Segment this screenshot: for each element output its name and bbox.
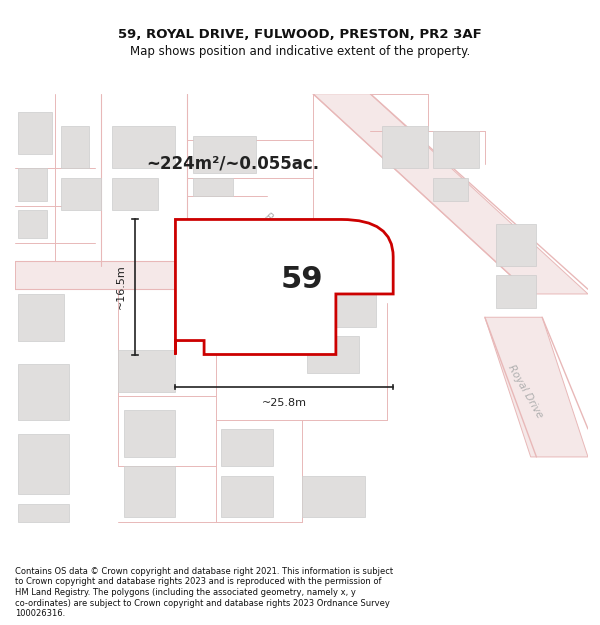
PathPatch shape [175, 219, 393, 354]
Bar [112, 126, 175, 168]
Text: Map shows position and indicative extent of the property.: Map shows position and indicative extent… [130, 45, 470, 58]
Bar [18, 434, 70, 494]
Bar [61, 126, 89, 168]
Bar [221, 257, 278, 318]
Text: Royal Drive: Royal Drive [263, 211, 317, 256]
Bar [18, 364, 70, 420]
Text: 59, ROYAL DRIVE, FULWOOD, PRESTON, PR2 3AF: 59, ROYAL DRIVE, FULWOOD, PRESTON, PR2 3… [118, 28, 482, 41]
Bar [307, 284, 376, 326]
Bar [118, 350, 175, 392]
Bar [302, 476, 365, 518]
Polygon shape [313, 94, 588, 294]
Bar [112, 177, 158, 210]
Polygon shape [485, 318, 588, 457]
Bar [193, 136, 256, 173]
Text: ~16.5m: ~16.5m [116, 264, 126, 309]
Bar [221, 429, 273, 466]
Bar [18, 112, 52, 154]
Bar [61, 177, 101, 210]
Bar [124, 411, 175, 457]
Text: HM Land Registry. The polygons (including the associated geometry, namely x, y: HM Land Registry. The polygons (includin… [15, 588, 356, 597]
Bar [496, 276, 536, 308]
Bar [18, 504, 70, 522]
Bar [18, 294, 64, 341]
Bar [18, 210, 47, 238]
Text: Contains OS data © Crown copyright and database right 2021. This information is : Contains OS data © Crown copyright and d… [15, 567, 393, 576]
Text: ~25.8m: ~25.8m [262, 398, 307, 408]
Bar [221, 476, 273, 518]
Bar [433, 131, 479, 168]
Text: 59: 59 [280, 266, 323, 294]
Bar [124, 466, 175, 518]
Bar [18, 168, 47, 201]
Bar [382, 126, 428, 168]
Polygon shape [15, 261, 330, 289]
Bar [496, 224, 536, 266]
Bar [433, 177, 467, 201]
Text: co-ordinates) are subject to Crown copyright and database rights 2023 Ordnance S: co-ordinates) are subject to Crown copyr… [15, 599, 390, 608]
Text: ~224m²/~0.055ac.: ~224m²/~0.055ac. [146, 154, 319, 173]
Bar [193, 177, 233, 196]
Text: 100026316.: 100026316. [15, 609, 65, 618]
Text: to Crown copyright and database rights 2023 and is reproduced with the permissio: to Crown copyright and database rights 2… [15, 578, 382, 586]
Bar [307, 336, 359, 373]
Text: Royal Drive: Royal Drive [506, 363, 544, 420]
